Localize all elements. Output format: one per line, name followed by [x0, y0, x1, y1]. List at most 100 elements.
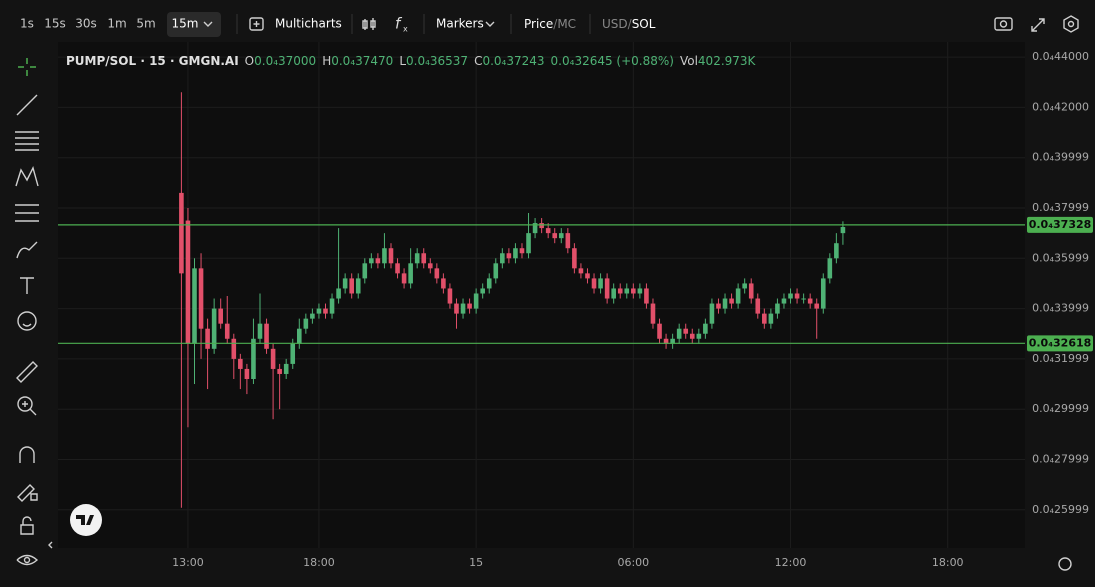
candles: [58, 92, 1025, 508]
price-label: 0.0₄32618: [1029, 336, 1092, 349]
candle-body: [414, 253, 420, 264]
y-tick-label: 0.0₄29999: [1032, 402, 1089, 415]
x-tick-label: 18:00: [303, 556, 335, 569]
active-interval-bg: [167, 12, 221, 37]
price[interactable]: Price: [524, 17, 553, 31]
candle-body: [552, 233, 558, 239]
lock-tool[interactable]: [20, 516, 34, 535]
candle-body: [395, 263, 400, 274]
candle-body: [231, 338, 237, 359]
candle-body: [283, 363, 289, 374]
candle-body: [401, 273, 407, 284]
candle-body: [296, 328, 302, 344]
interval[interactable]: 15m: [172, 17, 199, 31]
candle-body: [624, 288, 630, 294]
candles-icon[interactable]: [362, 18, 376, 30]
candle-body: [578, 268, 584, 274]
candle-body: [382, 248, 387, 264]
price-label: 0.0₄37328: [1029, 218, 1092, 231]
settings-icon[interactable]: [1063, 15, 1079, 33]
usd[interactable]: USD: [602, 17, 628, 31]
multicharts-icon: [249, 17, 264, 31]
candle-body: [251, 338, 256, 379]
candle-body: [257, 323, 263, 339]
candle-body: [539, 223, 544, 229]
zoom-tool[interactable]: [17, 396, 33, 412]
emoji-tool[interactable]: [17, 311, 37, 331]
candle-body: [388, 248, 394, 264]
high-label: H: [322, 54, 331, 68]
candle-body: [454, 303, 459, 314]
plus: [253, 21, 260, 27]
candle-body: [205, 328, 210, 349]
interval[interactable]: 5m: [136, 17, 155, 31]
interval[interactable]: 1s: [20, 17, 34, 31]
multicharts[interactable]: Multicharts: [275, 17, 342, 31]
interval[interactable]: 1m: [107, 17, 126, 31]
candle-body: [820, 278, 826, 309]
magnet-tool[interactable]: [19, 446, 35, 463]
candle-body: [336, 288, 341, 299]
text-tool[interactable]: [20, 277, 34, 294]
candle-body: [323, 308, 328, 314]
candle-body: [637, 288, 643, 294]
legend: PUMP/SOL · 15 · GMGN.AI O0.0₄37000 H0.0₄37…: [66, 54, 757, 68]
tv-logo[interactable]: [70, 504, 102, 536]
candle-body: [565, 233, 571, 249]
brush-tool[interactable]: [16, 241, 38, 259]
candle-body: [781, 298, 787, 304]
candle-body: [742, 283, 747, 289]
fx-icon[interactable]: x: [403, 25, 408, 34]
ruler-tool[interactable]: [16, 361, 38, 383]
x-tick-label: 13:00: [172, 556, 204, 569]
mc[interactable]: MC: [557, 17, 576, 31]
currency-toggle[interactable]: USD/SOL: [602, 17, 656, 31]
fx-icon[interactable]: f: [395, 15, 403, 33]
candle-body: [467, 303, 472, 309]
candle-body: [473, 293, 479, 309]
candle-body: [703, 323, 708, 334]
candle-body: [644, 288, 649, 304]
candle-body: [375, 258, 381, 264]
candle-body: [768, 313, 774, 324]
price-toggle[interactable]: Price/MC: [524, 17, 576, 31]
eye-pupil: [23, 556, 31, 564]
candle-body: [598, 278, 603, 289]
projection-tool[interactable]: [15, 204, 39, 222]
candle-body: [788, 293, 793, 299]
markers[interactable]: Markers: [436, 17, 484, 31]
plot-area: [58, 42, 1025, 548]
candle-body: [716, 303, 721, 309]
candle-body: [611, 288, 616, 299]
candle-body: [179, 192, 184, 274]
fib-tool[interactable]: [15, 131, 39, 151]
price-label-box: [1027, 335, 1093, 352]
change: 0.0₄32645 (+0.88%): [551, 54, 674, 68]
candle-body: [355, 278, 361, 294]
y-tick-label: 0.0₄31999: [1032, 352, 1089, 365]
axis-settings-icon[interactable]: [1058, 557, 1072, 571]
collapse-icon[interactable]: [48, 541, 53, 549]
camera-icon[interactable]: [994, 17, 1013, 31]
settings-dot: [1067, 20, 1075, 28]
crosshair-tool[interactable]: [18, 58, 36, 76]
candle-body: [303, 318, 309, 329]
pattern-tool[interactable]: [15, 166, 39, 187]
candle-body: [650, 303, 656, 324]
sol[interactable]: SOL: [632, 17, 656, 31]
interval[interactable]: 15s: [44, 17, 66, 31]
candle-body: [460, 303, 466, 314]
candle-body: [631, 288, 636, 294]
y-tick-label: 0.0₄27999: [1032, 453, 1089, 466]
candle-body: [277, 368, 282, 374]
interval[interactable]: 30s: [75, 17, 97, 31]
visibility-tool[interactable]: [16, 554, 39, 566]
line-tool[interactable]: [16, 94, 38, 116]
fullscreen-icon[interactable]: [1031, 18, 1045, 32]
candle-body: [775, 303, 780, 314]
lock-draw-tool[interactable]: [17, 484, 38, 502]
candle-body: [342, 278, 348, 289]
candle-body: [709, 303, 715, 324]
candle-body: [794, 293, 800, 299]
candle-body: [290, 343, 296, 364]
